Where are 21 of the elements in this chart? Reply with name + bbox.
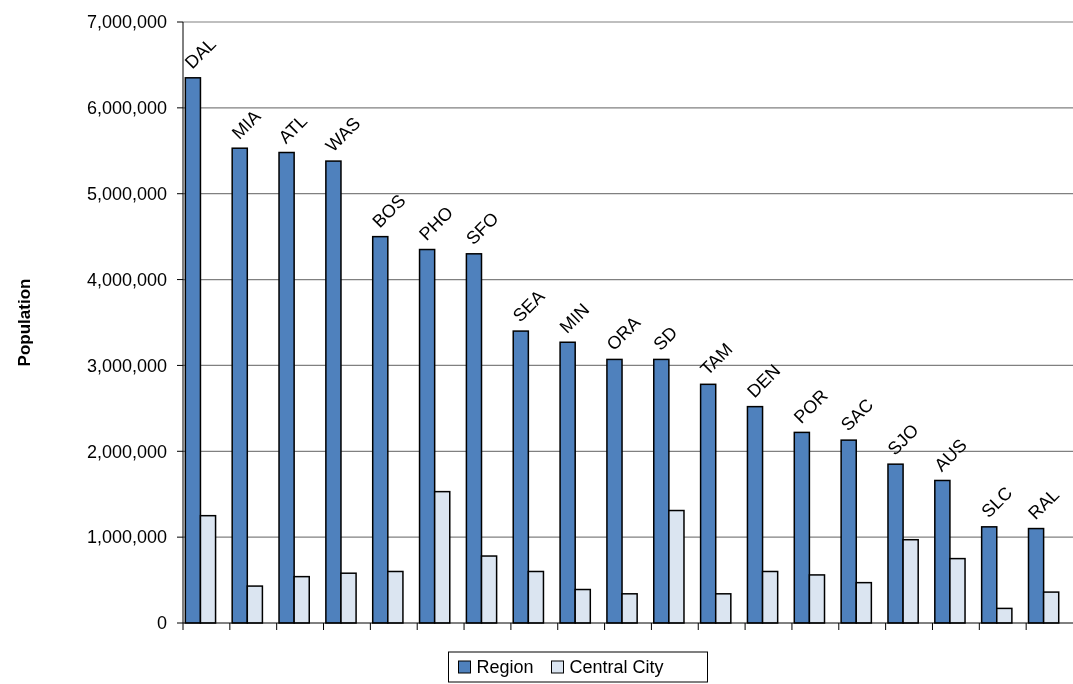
y-axis-title: Population	[15, 278, 34, 367]
legend-label: Central City	[569, 657, 664, 678]
x-tick-label: SLC	[977, 482, 1017, 522]
x-tick-label: SEA	[508, 286, 549, 326]
x-tick-label: SD	[649, 322, 682, 355]
legend-label: Region	[476, 657, 534, 678]
y-tick-label: 1,000,000	[86, 527, 167, 548]
y-tick-label: 4,000,000	[86, 269, 167, 290]
x-tick-label: RAL	[1024, 484, 1064, 524]
y-tick-label: 0	[156, 613, 167, 634]
x-tick-label: MIA	[227, 106, 265, 144]
x-tick-label: ATL	[274, 110, 312, 148]
y-tick-label: 5,000,000	[86, 184, 167, 205]
y-tick-label: 7,000,000	[86, 12, 167, 33]
y-tick-label: 3,000,000	[86, 355, 167, 376]
x-tick-label: DAL	[181, 33, 220, 73]
x-tick-label: TAM	[696, 339, 737, 380]
y-tick-label: 6,000,000	[86, 98, 167, 119]
y-tick-label: 2,000,000	[86, 441, 167, 462]
x-tick-label: SJO	[883, 420, 923, 459]
x-tick-label: MIN	[555, 299, 594, 338]
